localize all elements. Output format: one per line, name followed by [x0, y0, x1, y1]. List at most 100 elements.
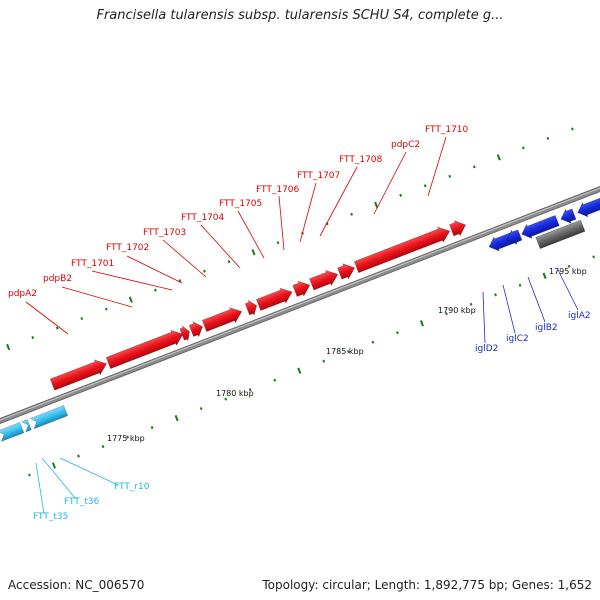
major-tick-inner-16 — [419, 320, 424, 327]
red-gene-11 — [449, 220, 467, 237]
major-tick-inner-1 — [51, 462, 57, 469]
genome-summary: Topology: circular; Length: 1,892,775 bp… — [262, 578, 592, 592]
cyan-label-2: FTT_t35 — [33, 512, 68, 522]
red-leader-6 — [237, 210, 265, 259]
cyan-leader-0 — [59, 457, 119, 486]
blue-leader-1 — [502, 284, 516, 334]
map-labels: 1775 kbp 1780 kbp 1785 kbp 1790 kbp 1795 kbp… — [8, 125, 591, 522]
label-leaders — [25, 136, 579, 515]
minor-tick-outer-22 — [521, 146, 525, 150]
red-leader-9 — [319, 166, 358, 237]
red-leader-7 — [278, 195, 285, 251]
minor-tick-inner-2 — [77, 454, 80, 458]
red-label-5: FTT_1704 — [181, 213, 225, 223]
minor-tick-outer-10 — [227, 260, 231, 264]
major-tick-outer-1 — [6, 343, 11, 351]
minor-tick-inner-9 — [248, 388, 252, 392]
minor-tick-outer-15 — [350, 212, 353, 216]
cyan-gene-0 — [0, 422, 25, 442]
minor-tick-outer-7 — [153, 288, 157, 292]
minor-tick-inner-10 — [273, 378, 277, 382]
major-tick-inner-21 — [542, 272, 547, 279]
minor-tick-inner-5 — [150, 426, 154, 430]
gray-gene — [535, 219, 586, 249]
minor-tick-inner-0 — [28, 473, 31, 477]
scale-label-1: 1780 kbp — [216, 389, 254, 398]
minor-tick-inner-8 — [224, 397, 228, 401]
red-label-2: FTT_1701 — [71, 259, 114, 269]
backbone-line — [0, 186, 600, 424]
major-tick-inner-6 — [174, 414, 179, 422]
cyan-gene-1 — [20, 419, 32, 433]
minor-tick-outer-8 — [178, 279, 182, 283]
red-label-9: FTT_1708 — [339, 155, 383, 165]
blue-label-3: iglA2 — [568, 311, 591, 321]
scale-label-0: 1775 kbp — [107, 434, 145, 443]
minor-tick-outer-4 — [80, 317, 84, 321]
scale-label-3: 1790 kbp — [438, 306, 476, 315]
red-gene-7 — [292, 280, 311, 297]
scale-label-4: 1795 kbp — [549, 267, 587, 276]
red-leader-1 — [61, 286, 133, 308]
major-tick-outer-6 — [128, 296, 133, 303]
cyan-leader-1 — [41, 457, 77, 500]
minor-tick-inner-12 — [322, 359, 326, 363]
blue-label-0: iglD2 — [475, 344, 498, 354]
red-gene-8 — [309, 269, 339, 291]
minor-tick-outer-20 — [472, 165, 476, 169]
minor-tick-inner-20 — [518, 283, 522, 287]
red-gene-1 — [105, 329, 184, 369]
red-leader-3 — [126, 255, 183, 284]
minor-tick-outer-18 — [423, 184, 427, 188]
blue-label-1: iglC2 — [506, 334, 529, 344]
minor-tick-outer-17 — [399, 193, 403, 197]
red-gene-4 — [201, 307, 243, 332]
red-leader-2 — [91, 270, 173, 291]
red-label-8: FTT_1707 — [297, 171, 340, 181]
red-label-4: FTT_1703 — [143, 228, 186, 238]
red-leader-5 — [200, 224, 241, 269]
major-tick-inner-11 — [297, 367, 302, 374]
minor-tick-outer-3 — [55, 326, 59, 330]
red-label-1: pdpB2 — [43, 274, 72, 284]
minor-tick-inner-23 — [592, 255, 596, 259]
backbone-highlight — [0, 187, 600, 421]
blue-gene-3 — [560, 208, 577, 224]
red-leader-10 — [373, 151, 407, 215]
minor-tick-inner-19 — [494, 293, 497, 297]
minor-tick-outer-24 — [570, 127, 574, 131]
blue-gene-2 — [521, 215, 560, 239]
minor-tick-inner-4 — [126, 435, 129, 439]
blue-leader-3 — [557, 269, 579, 311]
red-gene-3 — [188, 321, 203, 338]
red-leader-0 — [25, 301, 69, 335]
minor-tick-inner-15 — [396, 331, 399, 335]
red-gene-10 — [353, 226, 451, 274]
minor-tick-inner-17 — [445, 312, 448, 316]
cyan-leader-2 — [35, 462, 45, 515]
red-leader-4 — [162, 239, 207, 278]
scale-ticks — [6, 127, 596, 477]
red-label-3: FTT_1702 — [106, 243, 149, 253]
minor-tick-inner-7 — [199, 407, 203, 411]
red-label-7: FTT_1706 — [256, 185, 300, 195]
red-gene-0 — [49, 359, 107, 391]
red-gene-5 — [244, 299, 258, 317]
blue-leader-2 — [527, 276, 546, 323]
cyan-label-1: FTT_t36 — [64, 497, 100, 507]
red-leader-8 — [299, 182, 317, 243]
red-gene-6 — [255, 287, 293, 311]
cyan-gene-2 — [29, 405, 69, 430]
red-gene-9 — [337, 263, 356, 280]
minor-tick-outer-2 — [31, 336, 35, 340]
red-gene-2 — [179, 325, 190, 342]
major-tick-outer-11 — [251, 249, 256, 256]
major-tick-outer-16 — [374, 201, 379, 208]
minor-tick-outer-12 — [276, 241, 280, 245]
red-label-6: FTT_1705 — [219, 199, 262, 209]
minor-tick-outer-23 — [546, 136, 550, 140]
red-label-10: pdpC2 — [391, 140, 420, 150]
minor-tick-outer-9 — [203, 269, 206, 273]
blue-label-2: iglB2 — [535, 323, 558, 333]
